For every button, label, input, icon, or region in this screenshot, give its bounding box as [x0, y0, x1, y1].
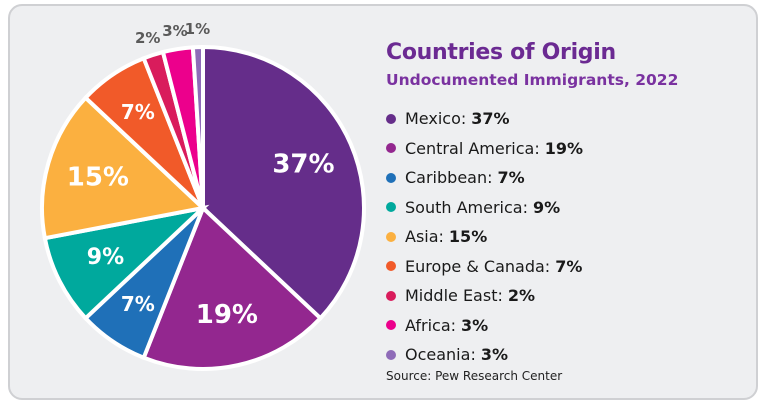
legend-item: Central America:19%	[386, 134, 583, 164]
legend-swatch	[386, 231, 396, 242]
legend-value: 19%	[544, 138, 584, 158]
legend-swatch	[386, 113, 396, 124]
chart-title: Countries of Origin	[386, 40, 616, 65]
legend-item: Europe & Canada:7%	[386, 252, 583, 282]
legend-label: Europe & Canada	[405, 256, 545, 276]
legend-value: 7%	[555, 256, 583, 276]
legend-value: 3%	[480, 345, 508, 365]
legend-value: 3%	[461, 315, 489, 335]
legend-label: Mexico	[405, 109, 461, 129]
legend-swatch	[386, 261, 396, 272]
legend-label: Africa	[405, 315, 451, 335]
legend-colon: :	[497, 286, 503, 306]
slice-label: 7%	[121, 100, 155, 124]
legend-value: 7%	[497, 168, 525, 188]
legend-item: Middle East:2%	[386, 281, 583, 311]
legend-swatch	[386, 349, 396, 360]
legend-swatch	[386, 202, 396, 213]
legend-colon: :	[438, 227, 444, 247]
pie-slice-mexico	[201, 44, 366, 322]
legend-value: 2%	[507, 286, 536, 306]
legend-swatch	[386, 172, 396, 183]
legend-colon: :	[522, 197, 528, 217]
legend-label: Central America	[405, 138, 535, 158]
legend-item: Asia:15%	[386, 222, 583, 252]
legend-label: Oceania	[405, 345, 471, 365]
legend-item: South America:9%	[386, 193, 583, 223]
legend-swatch	[386, 290, 396, 301]
legend-label: Middle East	[405, 286, 498, 306]
legend-colon: :	[487, 168, 493, 188]
legend-swatch	[386, 143, 396, 154]
slice-label: 1%	[185, 20, 210, 38]
source-note: Source: Pew Research Center	[386, 369, 563, 383]
slice-label: 7%	[121, 292, 155, 316]
legend-label: Asia	[405, 227, 439, 247]
chart-subtitle: Undocumented Immigrants, 2022	[386, 71, 679, 89]
legend-item: Oceania:3%	[386, 340, 583, 370]
legend: Mexico:37% Central America:19% Caribbean:7…	[386, 104, 583, 370]
legend-item: Mexico:37%	[386, 104, 583, 134]
slice-label: 37%	[272, 150, 334, 180]
legend-colon: :	[544, 256, 551, 276]
slice-label: 15%	[67, 162, 129, 192]
legend-label: Caribbean	[405, 168, 488, 188]
slice-label: 9%	[87, 245, 124, 270]
pie-slice-oceania	[190, 44, 205, 209]
legend-value: 15%	[448, 227, 488, 247]
legend-item: Africa:3%	[386, 311, 583, 341]
legend-colon: :	[534, 138, 540, 158]
legend-swatch	[386, 320, 396, 331]
legend-value: 37%	[471, 109, 510, 129]
legend-item: Caribbean:7%	[386, 163, 583, 193]
legend-colon: :	[450, 315, 457, 335]
slice-label: 2%	[135, 29, 160, 47]
legend-label: South America	[405, 197, 523, 217]
pie-slice-asia	[40, 94, 208, 241]
slice-label: 19%	[196, 300, 258, 330]
legend-value: 9%	[532, 197, 561, 217]
legend-colon: :	[470, 345, 476, 365]
legend-colon: :	[460, 109, 467, 129]
slice-label: 3%	[162, 22, 187, 40]
